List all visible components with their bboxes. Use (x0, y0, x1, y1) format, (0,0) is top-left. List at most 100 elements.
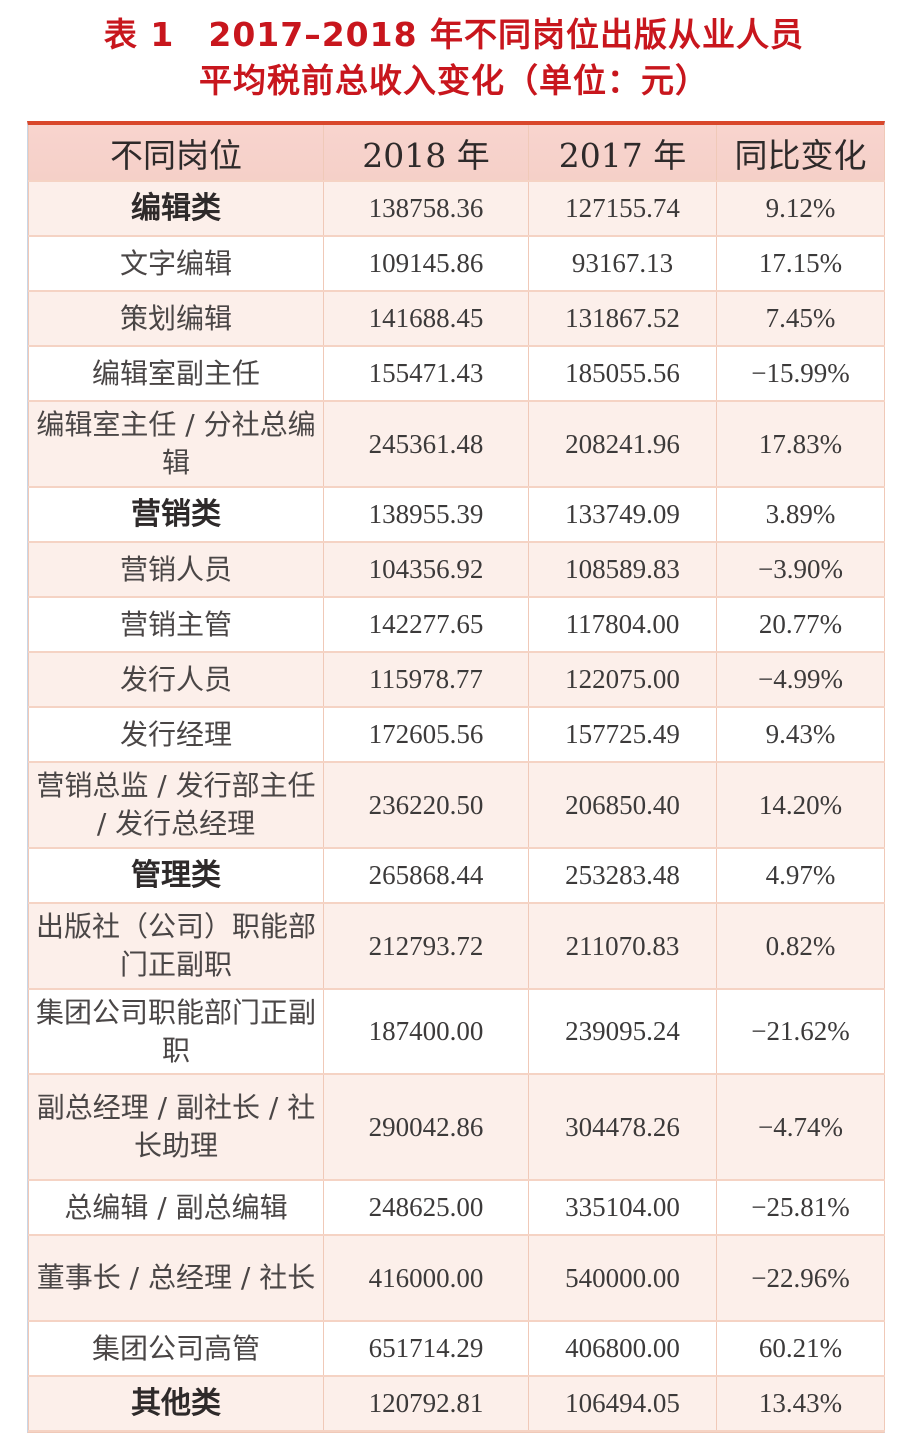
value-2018-cell: 187400.00 (323, 989, 529, 1075)
value-2018-cell: 651714.29 (323, 1321, 529, 1377)
position-cell: 出版社（公司）职能部门正副职 (28, 903, 324, 990)
position-cell: 策划编辑 (28, 291, 324, 347)
table-row: 总编辑 / 副总编辑 248625.00 335104.00 −25.81% (28, 1180, 885, 1236)
header-2018: 2018 年 (323, 125, 529, 182)
table-row: 营销人员 104356.92 108589.83 −3.90% (28, 542, 885, 598)
change-cell: 7.45% (716, 291, 885, 347)
position-cell: 编辑类 (28, 181, 324, 237)
value-2017-cell: 335104.00 (528, 1180, 717, 1236)
value-2018-cell: 155471.43 (323, 346, 529, 402)
value-2017-cell: 208241.96 (528, 401, 717, 488)
change-cell: −4.74% (716, 1074, 885, 1181)
change-cell: −22.96% (716, 1235, 885, 1322)
table-row: 编辑室主任 / 分社总编辑 245361.48 208241.96 17.83% (28, 401, 885, 488)
value-2017-cell: 540000.00 (528, 1235, 717, 1322)
table-row: 发行人员 115978.77 122075.00 −4.99% (28, 652, 885, 708)
change-cell: 9.12% (716, 181, 885, 237)
value-2017-cell: 239095.24 (528, 989, 717, 1075)
value-2018-cell: 141688.45 (323, 291, 529, 347)
change-cell: 0.82% (716, 903, 885, 990)
position-cell: 发行经理 (28, 707, 324, 763)
position-cell: 副总经理 / 副社长 / 社长助理 (28, 1074, 324, 1181)
position-cell: 营销人员 (28, 542, 324, 598)
value-2018-cell: 138955.39 (323, 487, 529, 543)
value-2018-cell: 115978.77 (323, 652, 529, 708)
position-cell: 营销主管 (28, 597, 324, 653)
change-cell: −4.99% (716, 652, 885, 708)
position-cell: 编辑室副主任 (28, 346, 324, 402)
value-2017-cell: 406800.00 (528, 1321, 717, 1377)
table-title: 表 1 2017–2018 年不同岗位出版从业人员 平均税前总收入变化（单位：元… (0, 12, 908, 104)
change-cell: 20.77% (716, 597, 885, 653)
table-row: 编辑室副主任 155471.43 185055.56 −15.99% (28, 346, 885, 402)
position-cell: 集团公司职能部门正副职 (28, 989, 324, 1075)
table-row: 策划编辑 141688.45 131867.52 7.45% (28, 291, 885, 347)
change-cell: 17.83% (716, 401, 885, 488)
table-row: 集团公司职能部门正副职 187400.00 239095.24 −21.62% (28, 989, 885, 1075)
table-row: 集团公司高管 651714.29 406800.00 60.21% (28, 1321, 885, 1377)
position-cell: 总编辑 / 副总编辑 (28, 1180, 324, 1236)
value-2017-cell: 133749.09 (528, 487, 717, 543)
income-table: 不同岗位 2018 年 2017 年 同比变化 编辑类 138758.36 12… (27, 121, 885, 1433)
value-2017-cell: 127155.74 (528, 181, 717, 237)
table-row: 营销主管 142277.65 117804.00 20.77% (28, 597, 885, 653)
value-2017-cell: 117804.00 (528, 597, 717, 653)
position-cell: 其他类 (28, 1376, 324, 1432)
value-2018-cell: 416000.00 (323, 1235, 529, 1322)
value-2018-cell: 142277.65 (323, 597, 529, 653)
change-cell: −25.81% (716, 1180, 885, 1236)
change-cell: 3.89% (716, 487, 885, 543)
value-2017-cell: 211070.83 (528, 903, 717, 990)
table-row-category: 编辑类 138758.36 127155.74 9.12% (28, 181, 885, 237)
value-2018-cell: 104356.92 (323, 542, 529, 598)
value-2018-cell: 212793.72 (323, 903, 529, 990)
change-cell: 60.21% (716, 1321, 885, 1377)
header-change: 同比变化 (716, 125, 885, 182)
position-cell: 营销总监 / 发行部主任 / 发行总经理 (28, 762, 324, 849)
value-2018-cell: 248625.00 (323, 1180, 529, 1236)
value-2018-cell: 265868.44 (323, 848, 529, 904)
value-2017-cell: 304478.26 (528, 1074, 717, 1181)
value-2017-cell: 108589.83 (528, 542, 717, 598)
change-cell: 13.43% (716, 1376, 885, 1432)
value-2018-cell: 138758.36 (323, 181, 529, 237)
header-row: 不同岗位 2018 年 2017 年 同比变化 (28, 125, 885, 182)
position-cell: 编辑室主任 / 分社总编辑 (28, 401, 324, 488)
change-cell: −21.62% (716, 989, 885, 1075)
table-row-category: 其他类 120792.81 106494.05 13.43% (28, 1376, 885, 1432)
table-row: 营销总监 / 发行部主任 / 发行总经理 236220.50 206850.40… (28, 762, 885, 849)
change-cell: 17.15% (716, 236, 885, 292)
value-2017-cell: 253283.48 (528, 848, 717, 904)
change-cell: 4.97% (716, 848, 885, 904)
value-2018-cell: 172605.56 (323, 707, 529, 763)
value-2017-cell: 206850.40 (528, 762, 717, 849)
change-cell: −15.99% (716, 346, 885, 402)
value-2018-cell: 109145.86 (323, 236, 529, 292)
table-row: 文字编辑 109145.86 93167.13 17.15% (28, 236, 885, 292)
position-cell: 董事长 / 总经理 / 社长 (28, 1235, 324, 1322)
position-cell: 发行人员 (28, 652, 324, 708)
change-cell: 14.20% (716, 762, 885, 849)
header-position: 不同岗位 (28, 125, 324, 182)
position-cell: 管理类 (28, 848, 324, 904)
position-cell: 营销类 (28, 487, 324, 543)
value-2018-cell: 245361.48 (323, 401, 529, 488)
table-title-line2: 平均税前总收入变化（单位：元） (199, 61, 709, 100)
table-row: 董事长 / 总经理 / 社长 416000.00 540000.00 −22.9… (28, 1235, 885, 1322)
change-cell: −3.90% (716, 542, 885, 598)
change-cell: 9.43% (716, 707, 885, 763)
table-row: 发行经理 172605.56 157725.49 9.43% (28, 707, 885, 763)
value-2017-cell: 93167.13 (528, 236, 717, 292)
value-2017-cell: 106494.05 (528, 1376, 717, 1432)
value-2017-cell: 131867.52 (528, 291, 717, 347)
value-2017-cell: 157725.49 (528, 707, 717, 763)
value-2017-cell: 185055.56 (528, 346, 717, 402)
value-2018-cell: 120792.81 (323, 1376, 529, 1432)
position-cell: 文字编辑 (28, 236, 324, 292)
table-row: 副总经理 / 副社长 / 社长助理 290042.86 304478.26 −4… (28, 1074, 885, 1181)
table-row: 出版社（公司）职能部门正副职 212793.72 211070.83 0.82% (28, 903, 885, 990)
table-row-category: 营销类 138955.39 133749.09 3.89% (28, 487, 885, 543)
table-title-line1: 表 1 2017–2018 年不同岗位出版从业人员 (103, 15, 805, 54)
header-2017: 2017 年 (528, 125, 717, 182)
table-row-category: 管理类 265868.44 253283.48 4.97% (28, 848, 885, 904)
